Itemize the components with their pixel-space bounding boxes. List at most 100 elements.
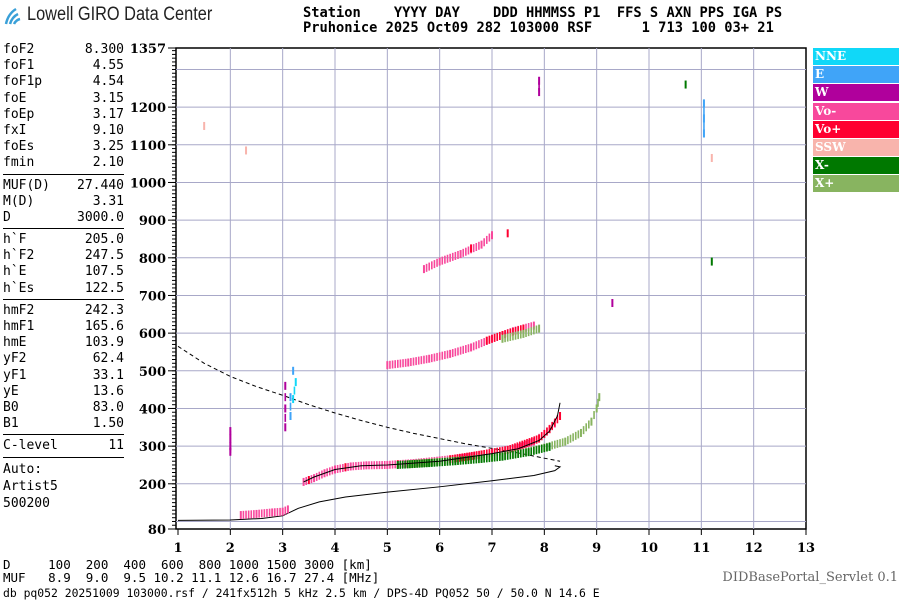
param-row-foe: foE 3.15 [3, 91, 124, 107]
trace-mark [493, 448, 496, 457]
trace-mark [478, 455, 480, 464]
trace-mark [493, 333, 496, 342]
point-vominus [459, 250, 462, 259]
trace-mark [501, 446, 504, 455]
x-tick-label: 12 [745, 541, 763, 556]
trace-mark [538, 82, 540, 91]
trace-mark [466, 452, 468, 461]
trace-mark [446, 350, 449, 359]
trace-mark [421, 459, 424, 468]
param-name: foF1p [3, 74, 43, 90]
y-tick-label: 1100 [130, 139, 166, 154]
x-tick-label: 11 [692, 541, 710, 556]
point-vominus [271, 508, 274, 517]
param-row-clevel: C-level 11 [3, 438, 124, 454]
param-name: D [3, 209, 11, 225]
point-xminus [480, 454, 483, 463]
trace-mark [506, 451, 509, 460]
trace-mark [588, 420, 590, 429]
trace-mark [465, 456, 467, 465]
station-header: Station YYYY DAY DDD HHMMSS P1 FFS S AXN… [303, 6, 782, 36]
trace-mark [556, 439, 559, 448]
x-tick-label: 8 [540, 541, 549, 556]
trace-mark [528, 438, 531, 447]
x-tick-label: 7 [487, 541, 496, 556]
point-e [289, 412, 292, 421]
param-value: 62.4 [92, 351, 124, 367]
point-w [538, 76, 541, 85]
point-xminus [684, 80, 687, 89]
point-voplus [480, 450, 483, 459]
trace-mark [421, 459, 423, 468]
param-row-foes: foEs 3.25 [3, 139, 124, 155]
param-name: B0 [3, 399, 19, 415]
trace-mark [258, 509, 260, 518]
trace-mark [436, 258, 438, 267]
trace-mark [276, 508, 279, 517]
param-name: MUF(D) [3, 177, 50, 193]
point-xminus [428, 459, 431, 468]
point-vominus [313, 474, 316, 483]
legend-item-voplus: Vo+ [813, 120, 899, 138]
trace-mark [465, 345, 467, 354]
trace-mark [279, 507, 281, 516]
trace-mark [471, 451, 473, 460]
trace-mark [467, 456, 470, 465]
trace-mark [530, 322, 533, 331]
param-name: B1 [3, 416, 19, 432]
trace-mark [426, 458, 429, 467]
trace-mark [483, 238, 485, 247]
trace-mark [554, 418, 556, 427]
point-xplus [522, 329, 525, 338]
trace-mark [514, 443, 516, 452]
trace-mark [527, 439, 530, 448]
scaled-parameters-panel: foF2 8.300 foF1 4.55 foF1p 4.54 foE 3.15 foEp 3.1… [3, 42, 124, 512]
trace-mark [284, 506, 287, 515]
trace-mark [512, 332, 514, 341]
trace-mark [315, 472, 318, 481]
divider [3, 456, 124, 458]
trace-mark [433, 260, 436, 269]
trace-mark [284, 413, 287, 422]
x-tick-label: 4 [330, 541, 339, 556]
trace-mark [423, 459, 426, 468]
param-value: 205.0 [84, 232, 124, 248]
point-xplus [407, 460, 410, 469]
trace-mark [496, 332, 499, 341]
trace-mark [519, 449, 522, 458]
trace-mark [425, 355, 428, 364]
trace-mark [491, 334, 493, 343]
param-value: 3.31 [92, 193, 124, 209]
trace-mark [260, 509, 263, 518]
trace-mark [523, 439, 526, 448]
trace-mark [504, 334, 506, 343]
trace-mark [468, 452, 471, 461]
param-row-hmf1: hmF1 165.6 [3, 319, 124, 335]
point-vominus [438, 257, 441, 266]
trace-mark [525, 440, 527, 449]
divider [3, 228, 124, 230]
trace-mark [577, 430, 580, 439]
legend-item-e: E [813, 66, 899, 84]
trace-mark [509, 328, 512, 337]
point-w [284, 381, 287, 390]
param-name: foF2 [3, 42, 35, 57]
trace-mark [521, 440, 523, 449]
file-info-footer: db pq052 20251009 103000.rsf / 241fx512h… [3, 586, 600, 600]
trace-mark [531, 437, 533, 446]
trace-mark [535, 446, 538, 455]
point-xminus [454, 457, 457, 466]
param-value: 11 [108, 438, 124, 454]
logo-text: Lowell GIRO Data Center [27, 4, 213, 25]
point-vominus [349, 462, 352, 471]
trace-mark [478, 241, 480, 250]
trace-mark [433, 353, 436, 362]
trace-mark [404, 358, 407, 367]
trace-mark [475, 341, 478, 350]
servlet-version: DIDBasePortal_Servlet 0.1 [722, 570, 898, 585]
trace-mark [493, 453, 496, 462]
trace-mark [582, 426, 585, 435]
param-name: C-level [3, 438, 58, 454]
y-tick-label: 400 [139, 402, 166, 417]
trace-mark [525, 329, 527, 338]
